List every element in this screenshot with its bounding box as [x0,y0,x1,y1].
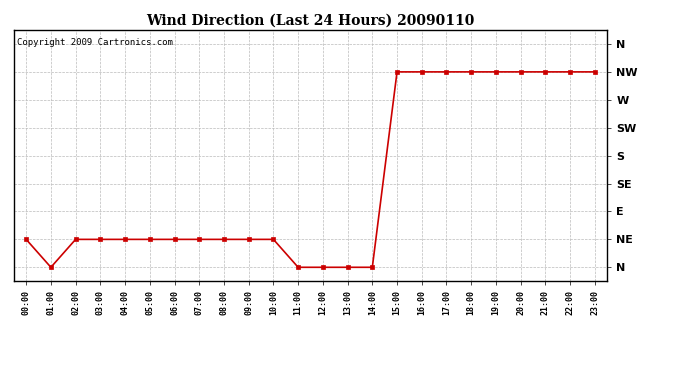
Text: Copyright 2009 Cartronics.com: Copyright 2009 Cartronics.com [17,38,172,46]
Title: Wind Direction (Last 24 Hours) 20090110: Wind Direction (Last 24 Hours) 20090110 [146,13,475,27]
